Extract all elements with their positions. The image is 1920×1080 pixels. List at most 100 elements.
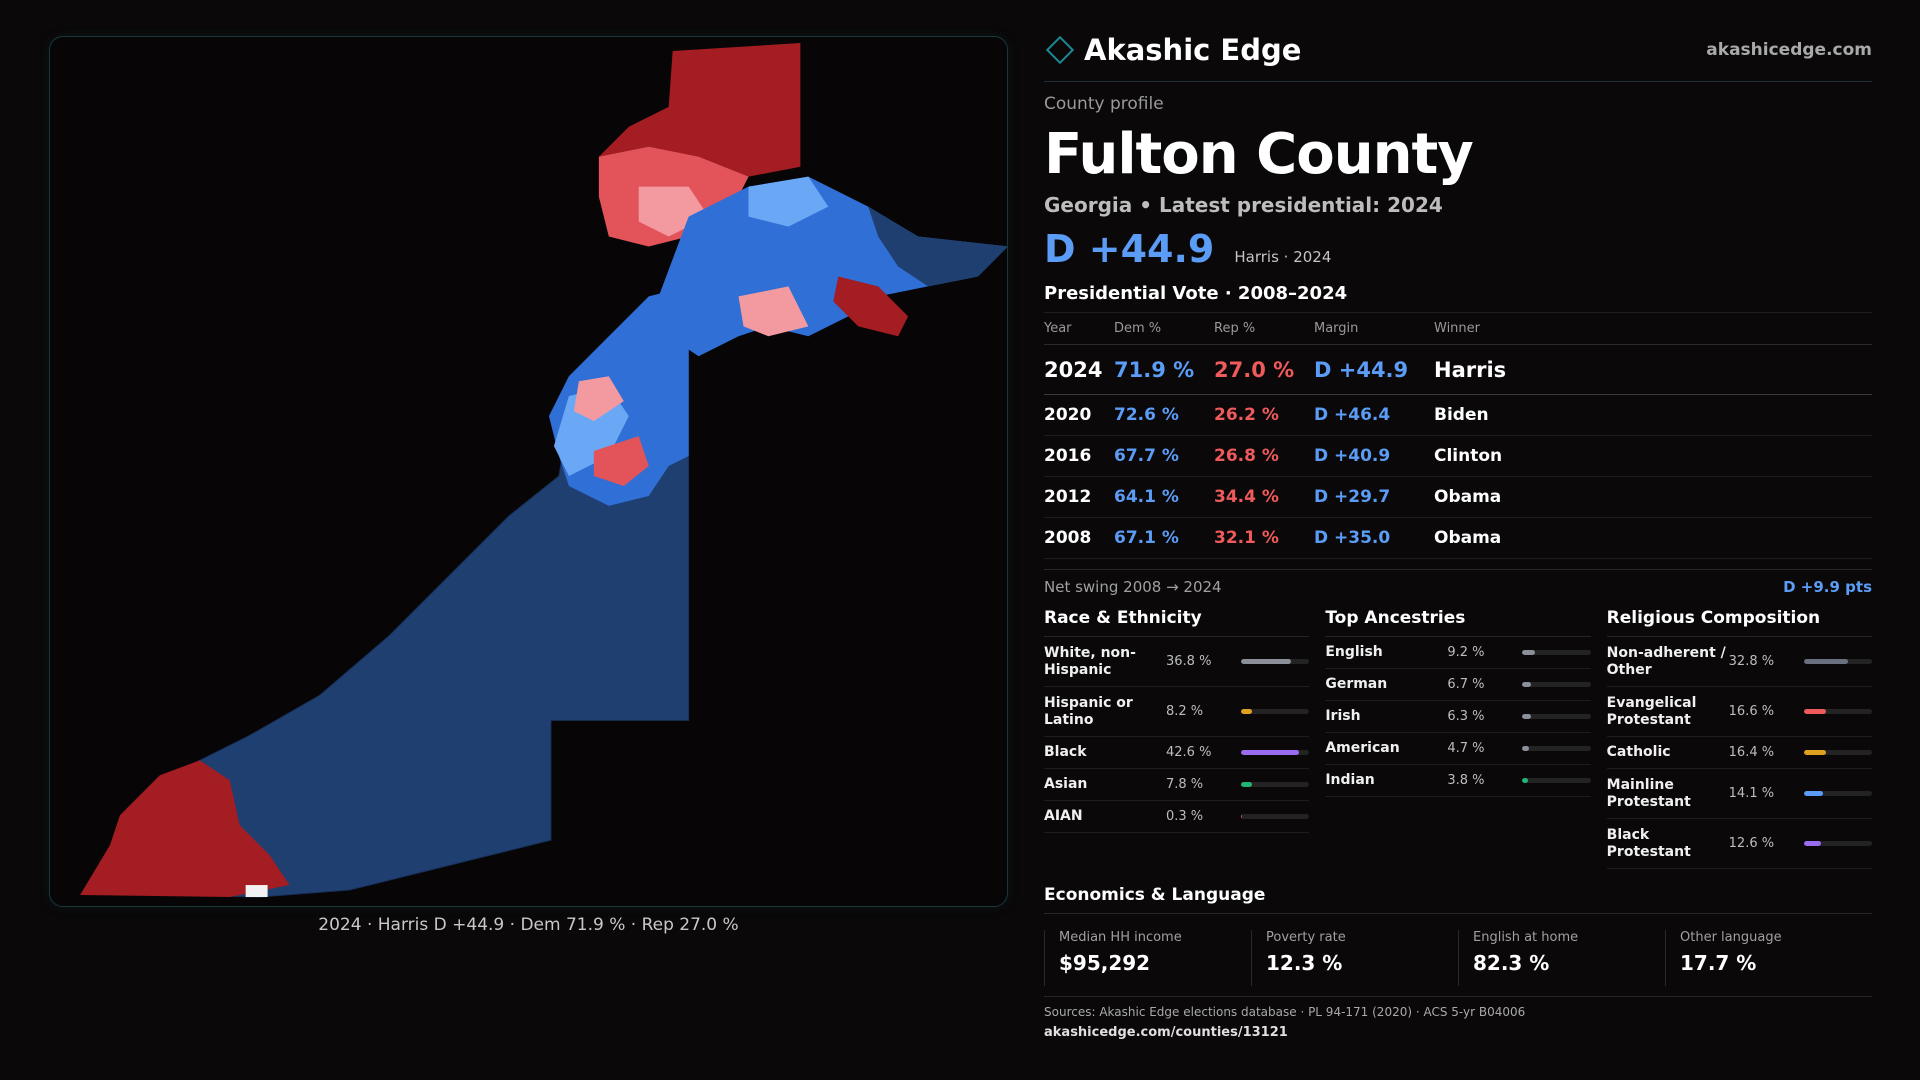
list-item: English 9.2 % [1325,637,1591,669]
map-region-middle-red[interactable] [593,436,649,486]
econ-card: Poverty rate 12.3 % [1251,930,1458,986]
row-winner: Obama [1434,476,1872,518]
map-region-white[interactable] [245,885,268,898]
demographics-columns: Race & Ethnicity White, non-Hispanic 36.8… [1044,608,1872,869]
list-item: AIAN 0.3 % [1044,801,1310,833]
row-winner: Harris [1434,344,1872,395]
econ-card: Other language 17.7 % [1665,930,1872,986]
map-region-northeast-light[interactable] [748,176,829,227]
bar-value: 6.7 % [1447,677,1485,692]
bar-fill [1241,782,1252,787]
econ-label: Median HH income [1059,930,1182,945]
bar-label: Irish [1325,708,1361,725]
ancestry-column: Top Ancestries English 9.2 % German 6.7 % Ir… [1325,608,1591,869]
bar-track [1522,714,1591,719]
map-region-northeast-dark[interactable] [868,206,1007,287]
bar-value: 4.7 % [1447,741,1485,756]
econ-label: Other language [1680,930,1782,945]
brand-name: Akashic Edge [1084,32,1302,67]
bar-label: German [1325,676,1388,693]
bar-track [1241,659,1310,664]
bar-fill [1522,650,1535,655]
table-row: 2008 67.1 % 32.1 % D +35.0 Obama [1044,517,1872,559]
bar-value: 42.6 % [1166,745,1212,760]
bar-label: AIAN [1044,808,1083,825]
row-dem: 67.1 % [1114,517,1214,559]
precinct-map[interactable] [49,36,1008,907]
bar-track [1803,841,1872,846]
row-margin: D +40.9 [1314,435,1434,477]
votes-table: Year Dem % Rep % Margin Winner 2024 71.9… [1044,312,1872,559]
row-year: 2008 [1044,517,1114,559]
bar-fill [1241,814,1243,819]
bar-track [1522,778,1591,783]
list-item: Hispanic or Latino 8.2 % [1044,687,1310,737]
profile-eyebrow: County profile [1044,94,1164,114]
map-region-northeast-pink[interactable] [738,286,809,337]
bar-track [1803,750,1872,755]
bar-value: 6.3 % [1447,709,1485,724]
bar-track [1522,650,1591,655]
econ-value: 17.7 % [1680,951,1757,975]
source-url-link[interactable]: akashicedge.com/counties/13121 [1044,1025,1288,1040]
bar-label: Evangelical Protestant [1606,694,1697,728]
bar-value: 12.6 % [1728,836,1775,851]
bar-fill [1803,791,1823,796]
bar-fill [1803,709,1827,714]
bar-label: English [1325,644,1383,661]
bar-value: 14.1 % [1728,786,1775,801]
row-margin: D +44.9 [1314,344,1434,395]
header-rep: Rep % [1214,312,1314,345]
bar-label: American [1325,740,1400,757]
bar-value: 16.6 % [1728,704,1775,719]
brand-url-link[interactable]: akashicedge.com [1706,39,1872,60]
bar-fill [1241,750,1300,755]
votes-header-row: Year Dem % Rep % Margin Winner [1044,312,1872,345]
bar-label: Hispanic or Latino [1044,694,1133,728]
bar-fill [1522,746,1529,751]
bar-fill [1522,714,1531,719]
econ-value: 12.3 % [1266,951,1343,975]
list-item: Catholic 16.4 % [1606,737,1872,769]
bar-fill [1803,659,1849,664]
row-rep: 34.4 % [1214,476,1314,518]
list-item: White, non-Hispanic 36.8 % [1044,637,1310,687]
bar-track [1241,782,1310,787]
list-item: American 4.7 % [1325,733,1591,765]
bar-value: 3.8 % [1447,773,1485,788]
bar-label: Catholic [1606,744,1671,761]
religion-title: Religious Composition [1606,608,1872,637]
table-row: 2012 64.1 % 34.4 % D +29.7 Obama [1044,476,1872,518]
map-region-middle-pink[interactable] [573,376,624,422]
economics-cards: Median HH income $95,292 Poverty rate 12… [1044,930,1872,986]
row-year: 2012 [1044,476,1114,518]
bar-track [1803,709,1872,714]
row-rep: 32.1 % [1214,517,1314,559]
map-region-northeast-red[interactable] [833,276,909,337]
county-map-svg[interactable] [50,37,1007,906]
list-item: Indian 3.8 % [1325,765,1591,797]
bar-label: Black [1044,744,1087,761]
bar-value: 7.8 % [1166,777,1204,792]
econ-card: Median HH income $95,292 [1044,930,1251,986]
profile-subtitle: Georgia • Latest presidential: 2024 [1044,193,1443,217]
bar-track [1803,791,1872,796]
bar-track [1803,659,1872,664]
econ-value: 82.3 % [1473,951,1550,975]
table-row: 2020 72.6 % 26.2 % D +46.4 Biden [1044,394,1872,436]
row-dem: 67.7 % [1114,435,1214,477]
bar-label: White, non-Hispanic [1044,644,1136,678]
list-item: Irish 6.3 % [1325,701,1591,733]
bar-fill [1522,682,1532,687]
row-winner: Obama [1434,517,1872,559]
map-region-southwest-red[interactable] [80,760,290,898]
row-year: 2024 [1044,344,1114,395]
bar-fill [1522,778,1528,783]
map-caption: 2024 · Harris D +44.9 · Dem 71.9 % · Rep… [318,915,739,935]
bar-label: Indian [1325,772,1375,789]
bar-fill [1241,659,1292,664]
bar-value: 36.8 % [1166,654,1212,669]
bar-track [1522,682,1591,687]
row-margin: D +35.0 [1314,517,1434,559]
swing-label: Net swing 2008 → 2024 [1044,578,1222,596]
